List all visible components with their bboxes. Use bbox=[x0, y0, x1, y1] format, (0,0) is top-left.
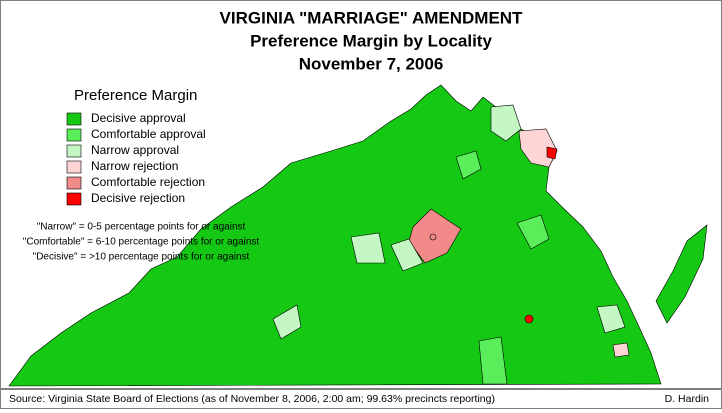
legend-swatch bbox=[66, 128, 82, 142]
legend-label: Narrow rejection bbox=[91, 159, 178, 173]
region-narrow-approval bbox=[272, 304, 302, 340]
virginia-region bbox=[8, 84, 662, 387]
legend-title: Preference Margin bbox=[74, 87, 197, 104]
legend-label: Comfortable rejection bbox=[91, 175, 205, 189]
note: "Decisive" = >10 percentage points for o… bbox=[33, 252, 250, 263]
title-line: VIRGINIA "MARRIAGE" AMENDMENT bbox=[220, 8, 524, 27]
title-line: November 7, 2006 bbox=[299, 54, 444, 73]
region-comfortable-approval bbox=[478, 336, 508, 385]
region-comfortable-approval bbox=[455, 150, 482, 180]
legend-swatch bbox=[66, 144, 82, 158]
region-narrow-approval bbox=[596, 304, 626, 334]
region-narrow-approval bbox=[350, 232, 386, 264]
region-narrow-rejection bbox=[518, 128, 558, 168]
legend-label: Comfortable approval bbox=[91, 127, 206, 141]
region-narrow-approval bbox=[390, 238, 424, 272]
region-decisive-rejection bbox=[546, 146, 558, 160]
legend-swatch bbox=[66, 192, 82, 206]
legend-swatch bbox=[66, 176, 82, 190]
eastern-shore bbox=[655, 224, 708, 324]
region-decisive-rejection bbox=[524, 314, 534, 324]
legend-label: Decisive approval bbox=[91, 111, 186, 125]
note: "Narrow" = 0-5 percentage points for or … bbox=[37, 222, 246, 233]
legend-swatch bbox=[66, 160, 82, 174]
region-narrow-rejection bbox=[612, 342, 630, 358]
legend: Decisive approval Comfortable approval Nar… bbox=[66, 111, 206, 206]
legend-swatch bbox=[66, 112, 82, 126]
legend-label: Decisive rejection bbox=[91, 191, 185, 205]
state-map bbox=[8, 84, 708, 387]
region-narrow-approval bbox=[490, 104, 522, 142]
note: "Comfortable" = 6-10 percentage points f… bbox=[23, 237, 260, 248]
legend-label: Narrow approval bbox=[91, 143, 179, 157]
region-comfortable-rejection bbox=[429, 233, 437, 241]
source: Source: Virginia State Board of Election… bbox=[9, 393, 495, 405]
title-line: Preference Margin by Locality bbox=[250, 31, 492, 50]
author: D. Hardin bbox=[665, 393, 710, 405]
region-comfortable-approval bbox=[516, 214, 550, 250]
